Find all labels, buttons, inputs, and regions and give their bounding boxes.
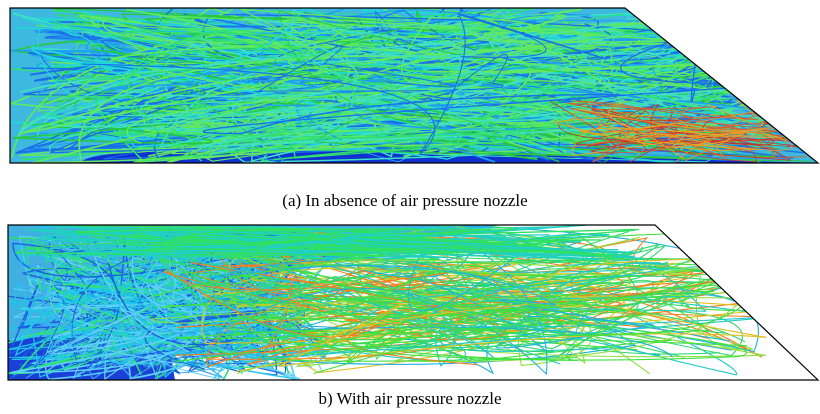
trajectory [565,117,723,157]
panel-b-outline [7,224,820,381]
trajectory [81,12,607,156]
trajectory [150,229,636,257]
trajectory [210,256,730,342]
trajectory [159,29,665,149]
caption-b: b) With air pressure nozzle [318,389,501,408]
panel-b-trajectories [8,225,818,380]
trajectory [590,101,808,146]
trajectory [11,225,266,374]
caption-a: (a) In absence of air pressure nozzle [282,191,527,210]
trajectory [257,45,508,95]
trajectory [278,258,767,367]
trajectory [33,32,536,162]
trajectory [198,37,763,145]
trajectory [138,17,756,135]
panel-a-outline [9,7,820,164]
trajectory [18,18,725,134]
trajectory [48,50,671,155]
trajectory [215,225,674,376]
trajectory [46,279,168,355]
trajectory [108,263,319,370]
trajectory [325,255,654,351]
trajectory [235,230,630,353]
trajectory [237,279,766,374]
trajectory [571,121,808,162]
panel-a-trajectories [10,8,818,163]
trajectory [88,240,300,380]
trajectory [579,103,810,151]
trajectory [56,29,658,143]
trajectory [345,283,813,365]
trajectory [16,239,281,321]
trajectory [554,100,756,151]
trajectory [55,225,640,251]
trajectory [76,229,370,261]
trajectory [232,256,786,352]
trajectory [121,230,639,261]
